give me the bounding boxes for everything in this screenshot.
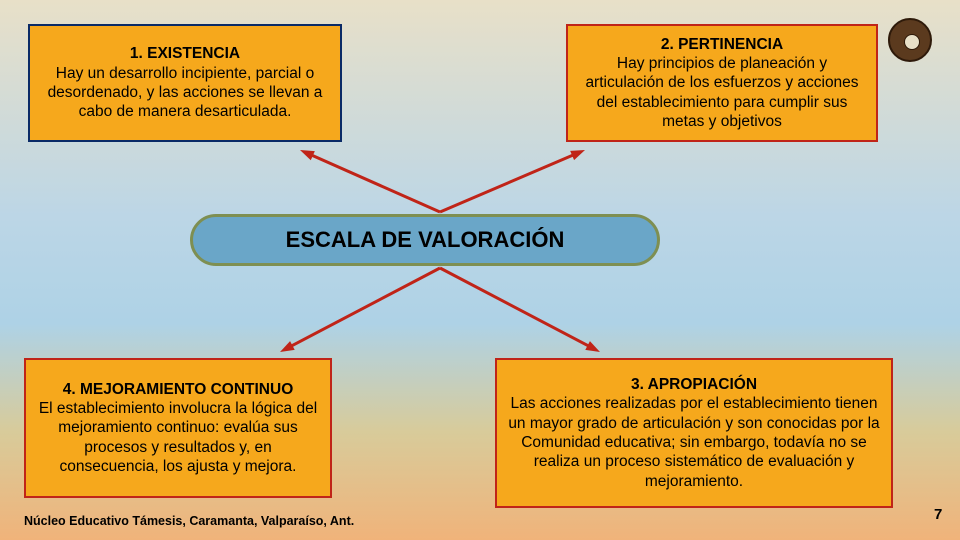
box-mejoramiento: 4. MEJORAMIENTO CONTINUO El establecimie… [24,358,332,498]
slide-root: 1. EXISTENCIA Hay un desarrollo incipien… [0,0,960,540]
box-apropiacion: 3. APROPIACIÓN Las acciones realizadas p… [495,358,893,508]
box-pertinencia: 2. PERTINENCIA Hay principios de planeac… [566,24,878,142]
box-title: 4. MEJORAMIENTO CONTINUO [63,380,294,399]
box-body: Hay principios de planeación y articulac… [578,54,866,132]
box-body: Las acciones realizadas por el estableci… [507,394,881,491]
box-body: Hay un desarrollo incipiente, parcial o … [40,64,330,122]
footer-text: Núcleo Educativo Támesis, Caramanta, Val… [24,514,354,528]
box-existencia: 1. EXISTENCIA Hay un desarrollo incipien… [28,24,342,142]
page-number: 7 [934,506,942,523]
box-title: 2. PERTINENCIA [661,35,783,54]
box-title: 3. APROPIACIÓN [631,375,757,394]
center-title-text: ESCALA DE VALORACIÓN [286,227,565,253]
center-title-pill: ESCALA DE VALORACIÓN [190,214,660,266]
box-title: 1. EXISTENCIA [130,44,240,63]
box-body: El establecimiento involucra la lógica d… [36,399,320,477]
